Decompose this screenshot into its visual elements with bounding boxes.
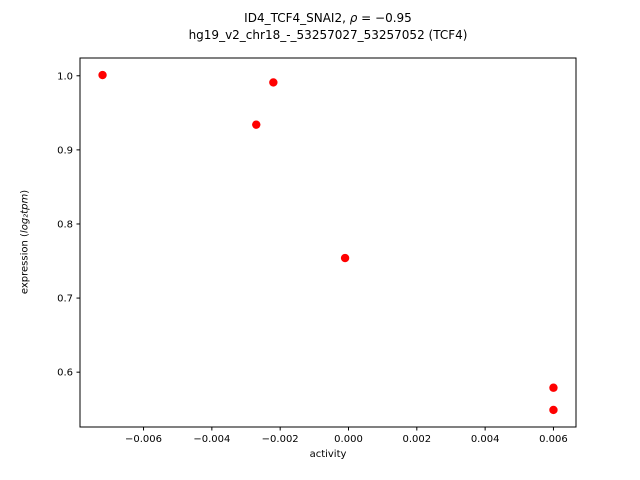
y-label-prefix: expression ( <box>19 233 31 295</box>
y-label-suffix: ) <box>19 189 31 194</box>
title-rho-symbol: ρ <box>349 11 358 25</box>
x-tick-label: −0.004 <box>193 434 230 445</box>
x-tick-label: 0.002 <box>402 434 431 445</box>
x-tick-label: 0.006 <box>539 434 568 445</box>
y-tick-label: 0.7 <box>57 294 73 305</box>
chart-title: ID4_TCF4_SNAI2, ρ = −0.95 hg19_v2_chr18_… <box>80 10 576 44</box>
chart-title-line1: ID4_TCF4_SNAI2, ρ = −0.95 <box>80 10 576 27</box>
data-point <box>549 405 558 415</box>
x-axis-label: activity <box>309 449 347 460</box>
x-tick-label: 0.004 <box>471 434 500 445</box>
x-tick-label: 0.000 <box>334 434 363 445</box>
data-point <box>340 253 350 263</box>
y-label-math: log₂tpm <box>19 193 31 234</box>
axes-frame <box>79 57 577 428</box>
y-tick-label: 0.6 <box>57 368 73 379</box>
data-point <box>549 383 558 392</box>
y-tick-label: 0.9 <box>57 145 73 156</box>
title-rho-value: = −0.95 <box>357 11 412 25</box>
y-tick-label: 1.0 <box>57 71 73 82</box>
x-tick-label: −0.002 <box>262 434 299 445</box>
y-axis-label: expression (log₂tpm) <box>20 190 31 294</box>
y-tick-label: 0.8 <box>57 219 73 230</box>
data-point <box>252 120 261 129</box>
chart-title-line2: hg19_v2_chr18_-_53257027_53257052 (TCF4) <box>188 28 468 42</box>
x-tick-label: −0.006 <box>125 434 162 445</box>
data-point <box>98 70 107 80</box>
data-point <box>269 78 278 87</box>
title-text-prefix: ID4_TCF4_SNAI2, <box>244 11 350 25</box>
